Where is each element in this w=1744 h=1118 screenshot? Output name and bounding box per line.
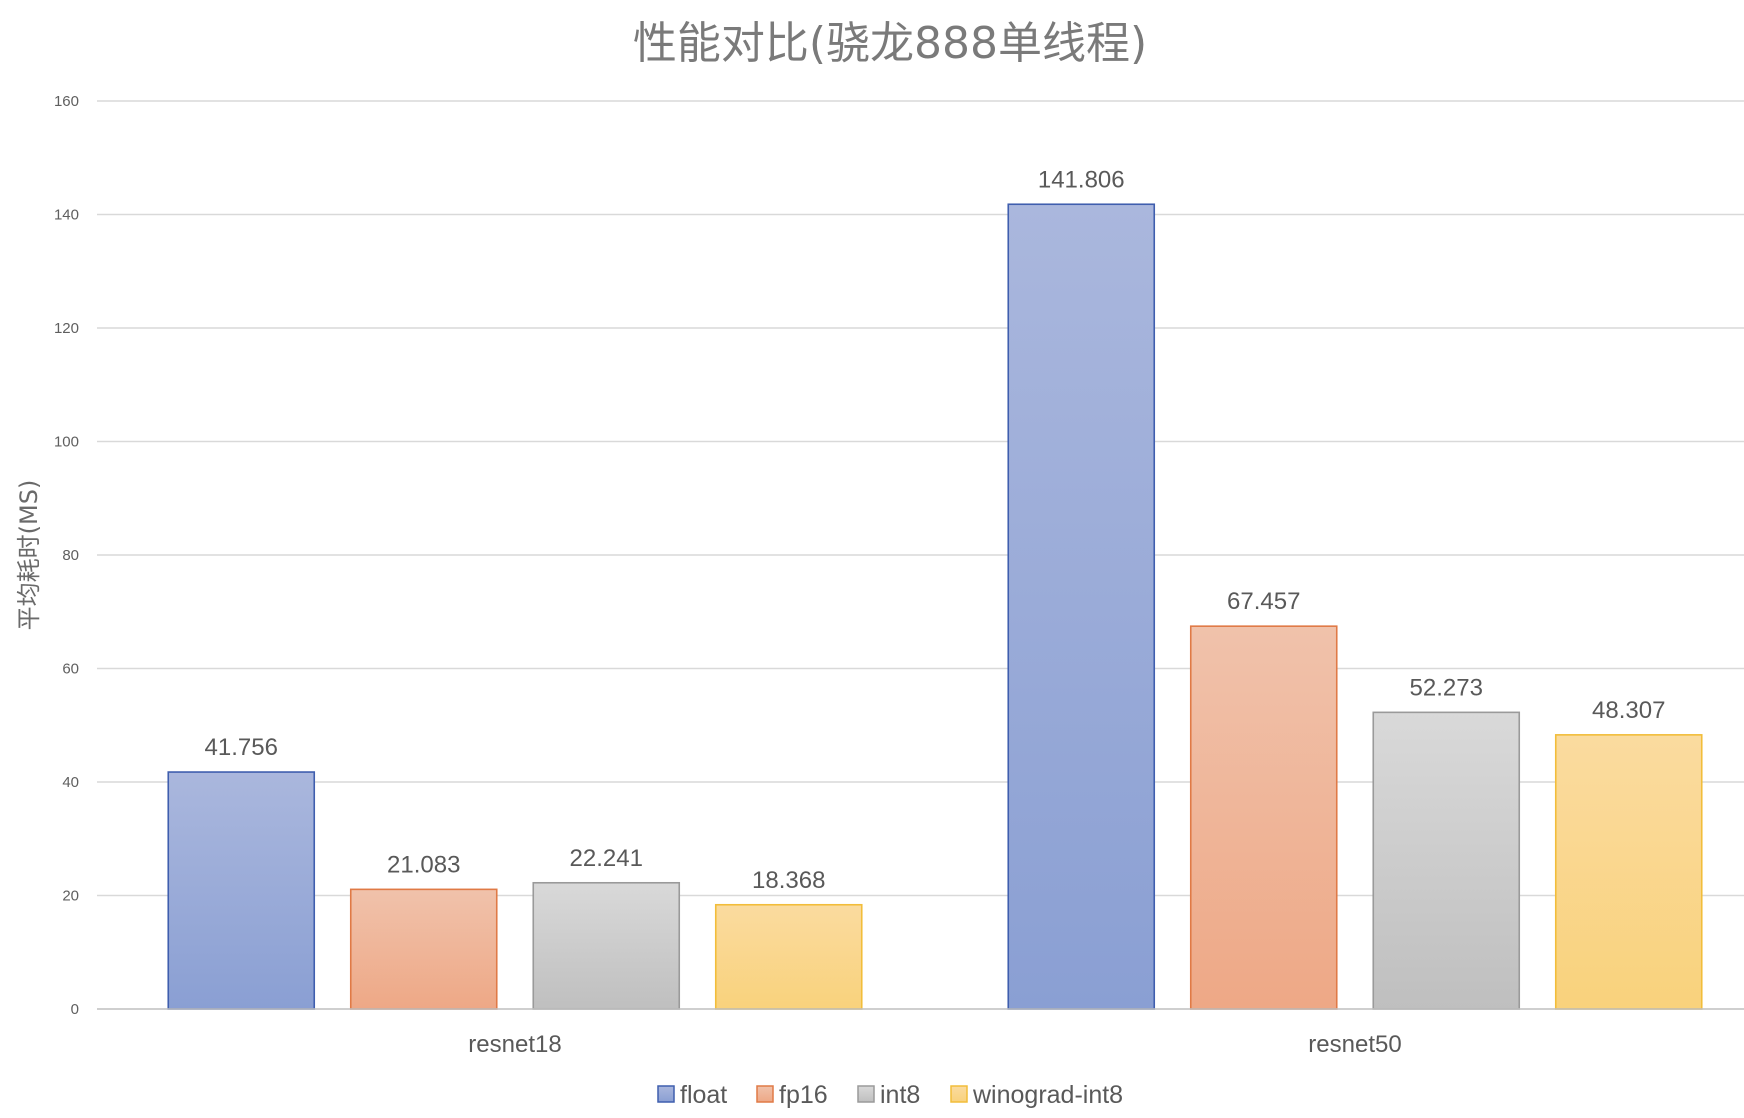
legend-label-int8: int8 — [880, 1081, 920, 1109]
data-label-resnet50-fp16: 67.457 — [1227, 588, 1300, 615]
legend-swatch-float — [657, 1085, 675, 1103]
legend-label-fp16: fp16 — [779, 1081, 828, 1109]
legend-item-winograd-int8: winograd-int8 — [950, 1081, 1123, 1109]
y-tick-label: 80 — [62, 547, 79, 564]
y-tick-label: 140 — [54, 207, 79, 224]
bar-resnet50-winograd-int8 — [1554, 734, 1703, 1010]
bar-resnet50-fp16 — [1189, 625, 1338, 1010]
y-tick-label: 60 — [62, 661, 79, 678]
legend-item-float: float — [657, 1081, 727, 1109]
y-axis-label: 平均耗时(MS) — [15, 480, 43, 631]
legend-item-int8: int8 — [857, 1081, 920, 1109]
chart-title: 性能对比(骁龙888单线程) — [633, 18, 1147, 69]
x-tick-label-resnet18: resnet18 — [468, 1031, 561, 1058]
legend-label-winograd-int8: winograd-int8 — [972, 1081, 1123, 1109]
bar-resnet18-winograd-int8 — [714, 903, 863, 1010]
data-label-resnet50-float: 141.806 — [1038, 166, 1125, 193]
legend-swatch-winograd-int8 — [950, 1085, 968, 1103]
data-label-resnet18-int8: 22.241 — [570, 845, 643, 872]
bar-resnet18-int8 — [532, 881, 681, 1010]
data-label-resnet18-fp16: 21.083 — [387, 851, 460, 878]
data-label-resnet18-float: 41.756 — [205, 734, 278, 761]
data-label-resnet50-int8: 52.273 — [1410, 674, 1483, 701]
x-axis-ticks: resnet18 resnet50 — [468, 1031, 1401, 1058]
bar-resnet50-float — [1007, 203, 1156, 1010]
x-tick-label-resnet50: resnet50 — [1308, 1031, 1401, 1058]
data-label-resnet18-winograd-int8: 18.368 — [752, 867, 825, 894]
y-tick-label: 0 — [71, 1001, 79, 1018]
legend-swatch-int8 — [857, 1085, 875, 1103]
y-tick-label: 120 — [54, 320, 79, 337]
gridlines — [97, 100, 1744, 897]
legend-swatch-fp16 — [756, 1085, 774, 1103]
bar-resnet18-fp16 — [349, 888, 498, 1010]
y-axis-ticks: 0 20 40 60 80 100 120 140 160 — [54, 93, 79, 1018]
bar-resnet18-float — [167, 771, 316, 1010]
bars — [167, 203, 1703, 1010]
data-label-resnet50-winograd-int8: 48.307 — [1592, 697, 1665, 724]
y-tick-label: 100 — [54, 434, 79, 451]
legend: float fp16 int8 winograd-int8 — [657, 1081, 1123, 1109]
y-tick-label: 40 — [62, 774, 79, 791]
legend-item-fp16: fp16 — [756, 1081, 828, 1109]
data-labels: 41.756 21.083 22.241 18.368 141.806 67.457 52.… — [205, 166, 1666, 894]
legend-label-float: float — [680, 1081, 727, 1109]
y-tick-label: 20 — [62, 888, 79, 905]
y-tick-label: 160 — [54, 93, 79, 110]
bar-resnet50-int8 — [1372, 711, 1521, 1010]
